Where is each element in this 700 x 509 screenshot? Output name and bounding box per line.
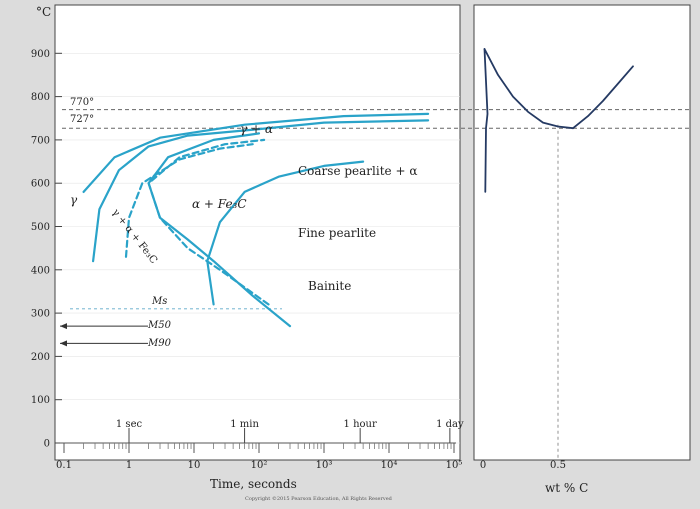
ref-label-m90: M90 [147,338,172,349]
ttt-curve-2 [82,112,430,193]
x-tick-label: 1 [126,460,132,471]
ref-label-727: 727° [70,114,94,125]
y-axis-label: °C [36,5,51,19]
y-tick-label: 900 [31,49,50,60]
ttt-curves [82,112,430,328]
y-tick-label: 300 [31,309,50,320]
time-marker-label: 1 min [230,419,259,430]
y-tick-label: 0 [44,439,50,450]
x-tick-label: 10³ [316,460,333,471]
ttt-panel [54,4,461,461]
y-tick-label: 700 [31,135,50,146]
x-tick-label: 10² [251,460,268,471]
y-tick-label: 400 [31,265,50,276]
ttt-curve-1 [124,143,254,258]
arrowhead-M50 [60,323,67,330]
y-tick-label: 500 [31,222,50,233]
y-tick-label: 600 [31,179,50,190]
arrowhead-M90 [60,340,67,347]
x-tick-label: 10 [188,460,201,471]
ref-label-770: 770° [70,97,94,108]
y-tick-label: 200 [31,352,50,363]
phase-curves [483,48,634,460]
time-marker-label: 1 sec [116,419,143,430]
region-gamma: γ [70,193,78,207]
region-coarse-pearlite: Coarse pearlite + α [298,164,417,178]
y-tick-label: 100 [31,395,50,406]
region-fine-pearlite: Fine pearlite [298,226,376,240]
region-alpha-fe3c: α + Fe₃C [192,197,247,211]
x-tick-label: 0.1 [56,460,72,471]
x-tick-label: 10⁴ [381,460,398,471]
x-tick-label: 10⁵ [446,460,463,471]
time-markers: 1 sec 1 min 1 hour 1 day [116,419,464,443]
phase-x-axis-label: wt % C [545,481,588,495]
ttt-reference-lines [60,109,690,347]
phase-x-tick-label: 0.5 [550,460,566,471]
phase-curve-Acm [572,65,634,130]
copyright-text: Copyright ©2015 Pearson Education, All R… [245,495,393,502]
x-axis-label: Time, seconds [210,477,297,491]
grid [55,52,460,444]
ttt-curve-0 [92,119,430,263]
phase-x-tick-label: 0 [480,460,486,471]
time-marker-label: 1 hour [344,419,377,430]
phase-curve-A3 [483,48,574,130]
region-gamma-alpha: γ + α [240,122,273,136]
region-bainite: Bainite [308,279,351,293]
phase-panel [473,4,691,461]
axis-ticks: 0 100 200 300 400 500 600 700 800 900 0.1 1 10 10² 10³… [31,49,566,471]
time-marker-label: 1 day [436,419,464,430]
phase-curve-alpha [483,48,489,193]
ref-label-m50: M50 [147,320,172,331]
ttt-curve-5 [147,138,270,306]
y-tick-label: 800 [31,92,50,103]
ref-label-ms: Ms [151,296,167,307]
